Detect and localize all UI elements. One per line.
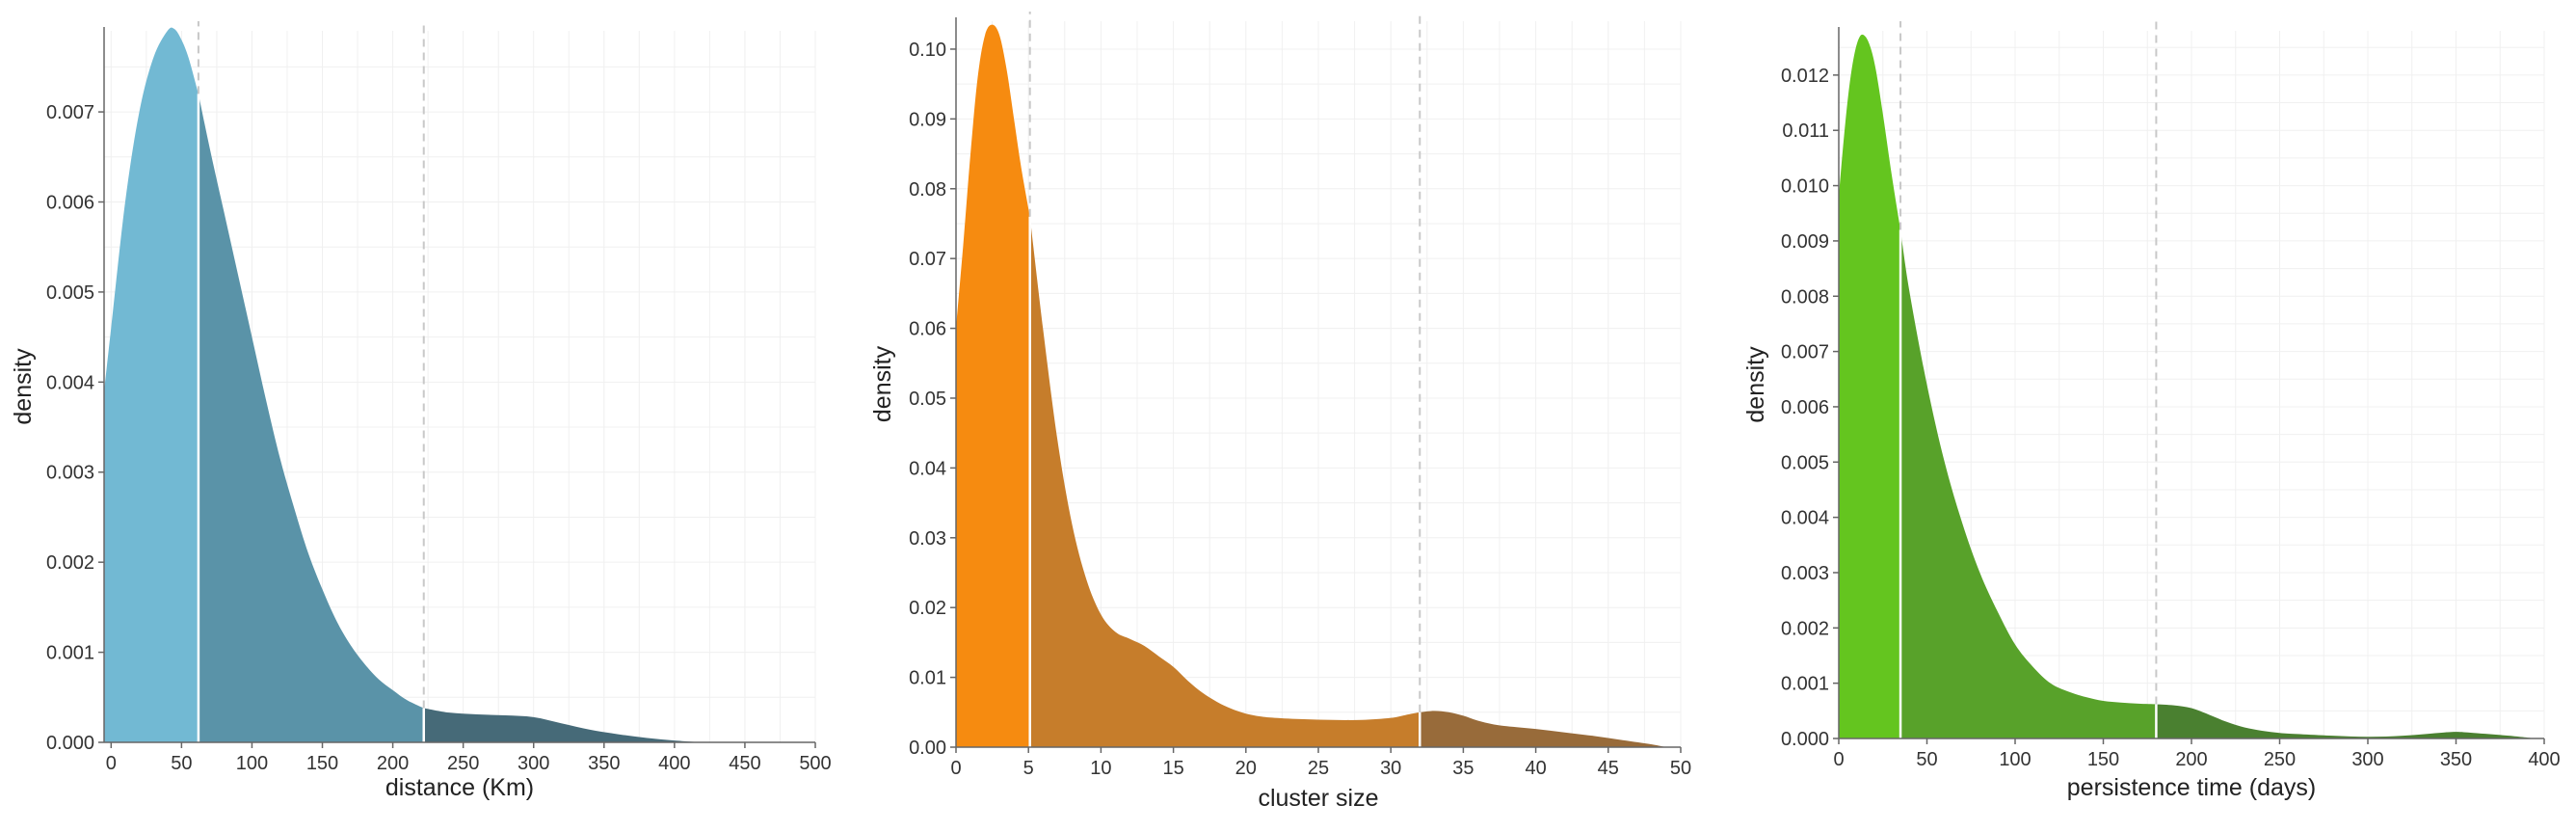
x-tick-label: 50 xyxy=(1670,758,1691,779)
density-area-lower xyxy=(1839,34,1901,738)
x-tick-label: 15 xyxy=(1162,758,1183,779)
x-tick-label: 20 xyxy=(1235,758,1257,779)
x-tick-label: 150 xyxy=(306,753,338,774)
y-tick-label: 0.01 xyxy=(909,668,946,689)
x-tick-label: 500 xyxy=(799,753,831,774)
y-tick-label: 0.001 xyxy=(1781,674,1829,695)
x-tick-label: 100 xyxy=(236,753,268,774)
x-tick-label: 350 xyxy=(588,753,620,774)
y-tick-label: 0.011 xyxy=(1782,121,1829,142)
grid-lines xyxy=(104,31,816,743)
x-tick-label: 300 xyxy=(2351,749,2383,770)
y-tick-label: 0.06 xyxy=(909,319,946,340)
x-tick-label: 10 xyxy=(1090,758,1111,779)
x-tick-label: 0 xyxy=(106,753,117,774)
x-tick-label: 5 xyxy=(1023,758,1034,779)
y-tick-label: 0.007 xyxy=(1781,342,1829,363)
y-tick-label: 0.002 xyxy=(1781,618,1829,639)
x-tick-label: 300 xyxy=(518,753,549,774)
x-tick-label: 45 xyxy=(1598,758,1619,779)
y-tick-label: 0.010 xyxy=(1781,176,1829,198)
y-tick-label: 0.00 xyxy=(909,738,946,759)
y-tick-label: 0.02 xyxy=(909,598,946,619)
density-area-lower xyxy=(956,24,1030,748)
density-area-lower xyxy=(104,27,199,743)
x-axis-title: persistence time (days) xyxy=(2067,774,2316,801)
y-tick-label: 0.03 xyxy=(909,528,946,550)
x-tick-label: 200 xyxy=(2175,749,2207,770)
y-tick-label: 0.002 xyxy=(46,552,94,574)
x-tick-label: 35 xyxy=(1452,758,1474,779)
y-tick-label: 0.003 xyxy=(1781,563,1829,584)
y-tick-label: 0.005 xyxy=(1781,452,1829,473)
y-tick-label: 0.09 xyxy=(909,109,946,130)
x-tick-label: 150 xyxy=(2087,749,2119,770)
y-tick-label: 0.08 xyxy=(909,179,946,201)
x-tick-label: 250 xyxy=(2264,749,2296,770)
y-tick-label: 0.006 xyxy=(46,192,94,213)
y-tick-label: 0.000 xyxy=(46,733,94,754)
y-tick-label: 0.05 xyxy=(909,389,946,410)
y-axis-title: density xyxy=(10,348,37,425)
y-tick-label: 0.008 xyxy=(1781,286,1829,308)
x-axis-title: distance (Km) xyxy=(385,774,534,801)
x-tick-label: 350 xyxy=(2440,749,2472,770)
y-axis-title: density xyxy=(869,345,896,422)
density-area-upper xyxy=(1420,711,1666,747)
y-tick-label: 0.005 xyxy=(46,282,94,304)
cluster-size-density-panel: 0 5 10 15 20 25 30 35 40 45 50 0.00 0.01 0.02 0.03 0.04… xyxy=(869,12,1691,812)
x-tick-label: 250 xyxy=(447,753,479,774)
y-tick-label: 0.000 xyxy=(1781,729,1829,750)
x-tick-label: 200 xyxy=(377,753,409,774)
y-axis-title: density xyxy=(1742,346,1769,423)
y-tick-label: 0.07 xyxy=(909,249,946,270)
density-area-middle xyxy=(1900,229,2157,738)
x-tick-label: 0 xyxy=(1833,749,1844,770)
y-tick-label: 0.009 xyxy=(1781,231,1829,253)
y-tick-label: 0.004 xyxy=(1781,508,1829,529)
x-tick-label: 450 xyxy=(729,753,760,774)
density-area-upper xyxy=(2156,704,2536,738)
density-area-middle xyxy=(198,94,424,743)
y-tick-label: 0.012 xyxy=(1781,66,1829,87)
x-tick-label: 100 xyxy=(1999,749,2031,770)
y-tick-label: 0.04 xyxy=(909,458,946,479)
y-tick-label: 0.10 xyxy=(909,40,946,61)
persistence-time-density-panel: 0 50 100 150 200 250 300 350 400 0.000 0.001 0.002 0… xyxy=(1742,21,2561,801)
y-tick-label: 0.003 xyxy=(46,463,94,484)
x-tick-label: 30 xyxy=(1380,758,1401,779)
x-axis-title: cluster size xyxy=(1258,785,1378,812)
y-tick-label: 0.006 xyxy=(1781,397,1829,418)
density-area-upper xyxy=(423,708,704,742)
x-tick-label: 40 xyxy=(1525,758,1546,779)
x-tick-label: 25 xyxy=(1308,758,1329,779)
x-tick-label: 400 xyxy=(658,753,690,774)
y-tick-label: 0.007 xyxy=(46,102,94,123)
y-tick-label: 0.004 xyxy=(46,372,94,393)
density-area-middle xyxy=(1029,216,1421,747)
x-tick-label: 0 xyxy=(950,758,961,779)
distance-density-panel: 0 50 100 150 200 250 300 350 400 450 500 0.000 0.001… xyxy=(10,21,832,801)
x-tick-label: 50 xyxy=(1916,749,1937,770)
y-tick-label: 0.001 xyxy=(46,643,94,664)
x-tick-label: 400 xyxy=(2528,749,2560,770)
x-tick-label: 50 xyxy=(171,753,192,774)
